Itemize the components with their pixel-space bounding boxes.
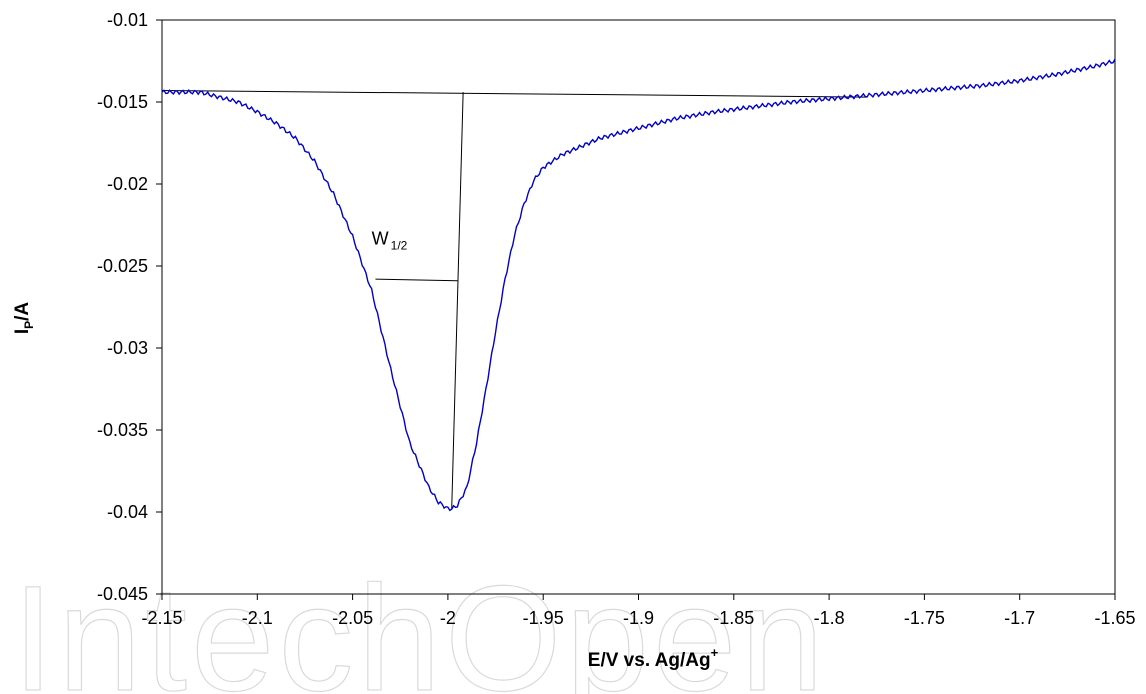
x-tick-label: -1.65 [1094,608,1135,628]
y-axis-title: IP/A [12,302,36,335]
half-width-line [375,278,458,282]
x-tick-label: -1.75 [904,608,945,628]
watermark-text: IntechOpen [12,554,828,694]
x-tick-label: -1.8 [814,608,845,628]
y-tick-label: -0.045 [97,584,148,604]
y-axis-title-rest: /A [12,302,33,321]
y-tick-label: -0.01 [107,10,148,30]
x-axis-title-sup: + [711,645,719,660]
x-tick-label: -2.05 [332,608,373,628]
x-tick-label: -2.15 [141,608,182,628]
y-tick-label: -0.035 [97,420,148,440]
x-tick-label: -1.9 [623,608,654,628]
x-axis-ticks: -2.15 -2.1 -2.05 -2 -1.95 -1.9 -1.85 -1.8 -1.75 -… [141,594,1136,628]
half-width-label-sub: 1/2 [391,239,408,253]
y-tick-label: -0.04 [107,502,148,522]
x-tick-label: -1.7 [1004,608,1035,628]
x-axis-title: E/V vs. Ag/Ag+ [588,645,719,671]
y-tick-label: -0.02 [107,174,148,194]
peak-height-line [451,92,464,509]
y-axis-ticks: -0.01 -0.015 -0.02 -0.025 -0.03 -0.035 -0.04 -0… [97,10,162,604]
plot-area [161,19,1116,595]
half-width-label: W 1/2 [372,229,408,253]
half-width-label-main: W [372,229,389,249]
baseline-line [161,90,868,98]
y-tick-label: -0.025 [97,256,148,276]
x-tick-label: -2.1 [242,608,273,628]
y-tick-label: -0.015 [97,92,148,112]
x-tick-label: -2 [440,608,456,628]
x-tick-label: -1.95 [523,608,564,628]
y-tick-label: -0.03 [107,338,148,358]
y-axis-title-sub: P [22,321,36,329]
x-axis-title-main: E/V vs. Ag/Ag [588,650,711,671]
y-axis-title-main: I [12,329,33,334]
series-line [161,58,1116,512]
x-tick-label: -1.85 [713,608,754,628]
